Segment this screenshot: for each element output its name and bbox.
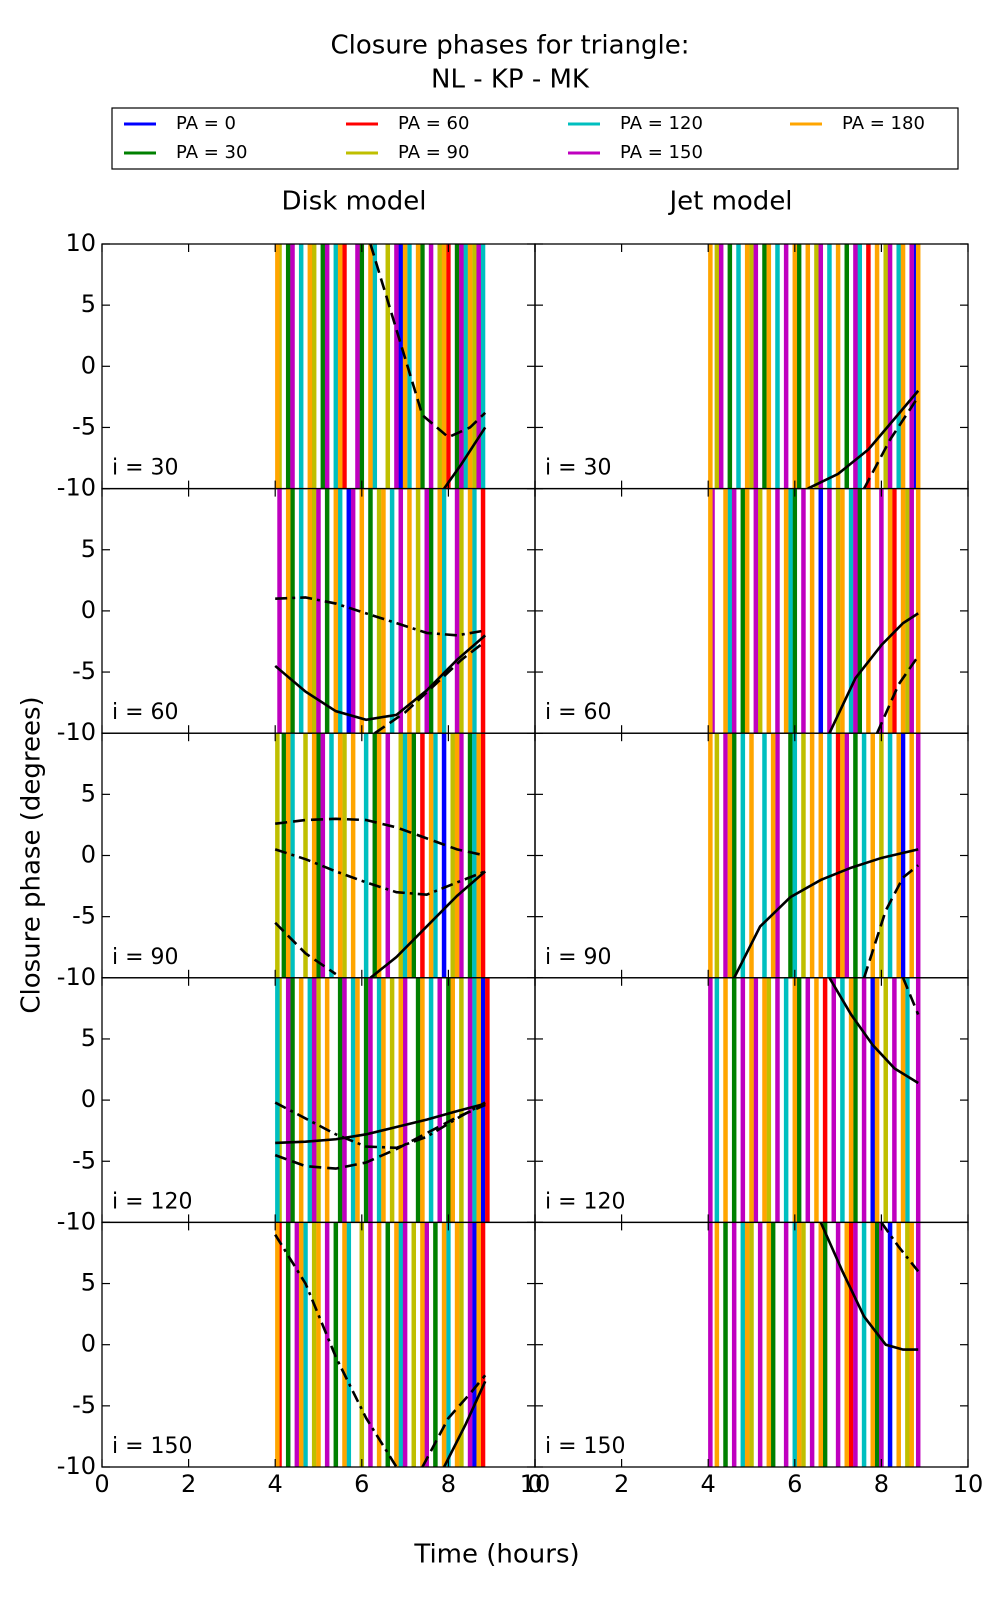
y-tick-label: 0 — [81, 1330, 96, 1358]
y-tick-label: 0 — [81, 841, 96, 869]
y-tick-label: 5 — [81, 535, 96, 563]
model-curve — [862, 864, 920, 978]
x-tick-label: 8 — [441, 1470, 456, 1498]
model-curve — [274, 1101, 486, 1150]
panel-label: i = 30 — [545, 456, 612, 481]
panel-label: i = 150 — [545, 1434, 626, 1459]
y-tick-label: -5 — [72, 1146, 96, 1174]
y-tick-label: -10 — [57, 1207, 96, 1235]
y-tick-label: -5 — [72, 902, 96, 930]
chart-title: NL - KP - MK — [431, 65, 590, 95]
panel-label: i = 120 — [112, 1189, 193, 1214]
chart-title: Closure phases for triangle: — [331, 31, 690, 61]
y-tick-label: 10 — [65, 229, 96, 257]
model-curve — [819, 1222, 919, 1351]
model-curve — [421, 1374, 487, 1468]
model-curve — [733, 848, 919, 978]
y-tick-label: -10 — [57, 963, 96, 991]
y-tick-label: 5 — [81, 290, 96, 318]
model-curve — [374, 640, 486, 734]
y-tick-label: -5 — [72, 412, 96, 440]
x-tick-label: 6 — [354, 1470, 369, 1498]
model-curve — [369, 244, 487, 439]
legend-label: PA = 30 — [176, 142, 247, 163]
panel — [275, 244, 487, 489]
panel — [708, 977, 921, 1223]
model-curve — [369, 870, 487, 978]
model-curve — [443, 426, 487, 489]
column-title: Jet model — [667, 187, 792, 217]
panel-label: i = 60 — [112, 700, 179, 725]
model-curve — [828, 612, 919, 734]
y-tick-label: -5 — [72, 1391, 96, 1419]
y-tick-label: 0 — [81, 351, 96, 379]
x-tick-label: 0 — [94, 1470, 109, 1498]
y-tick-label: 0 — [81, 596, 96, 624]
x-tick-label: 8 — [874, 1470, 889, 1498]
panel — [708, 733, 921, 978]
y-tick-label: -10 — [57, 718, 96, 746]
x-tick-label: 4 — [268, 1470, 283, 1498]
legend-label: PA = 0 — [176, 113, 236, 134]
model-curve — [828, 977, 919, 1085]
x-tick-label: 2 — [181, 1470, 196, 1498]
model-curve — [274, 634, 487, 722]
panel-label: i = 150 — [112, 1434, 193, 1459]
model-curve — [862, 396, 920, 489]
model-curve — [274, 921, 337, 976]
model-curve — [275, 596, 486, 637]
panel — [274, 488, 487, 734]
panel-label: i = 30 — [112, 456, 179, 481]
y-tick-label: -5 — [72, 657, 96, 685]
x-tick-label: 0 — [527, 1470, 542, 1498]
model-curve — [875, 655, 920, 734]
panel-label: i = 120 — [545, 1189, 626, 1214]
legend-label: PA = 120 — [620, 113, 703, 134]
panel — [708, 488, 921, 734]
legend-label: PA = 150 — [620, 142, 703, 163]
y-axis-label: Closure phase (degrees) — [17, 696, 47, 1013]
panel-label: i = 60 — [545, 700, 612, 725]
y-tick-label: -10 — [57, 474, 96, 502]
y-tick-label: 5 — [81, 1024, 96, 1052]
x-tick-label: 4 — [701, 1470, 716, 1498]
model-curve — [807, 389, 920, 489]
legend-label: PA = 60 — [398, 113, 469, 134]
x-axis-label: Time (hours) — [413, 1540, 579, 1570]
panel-label: i = 90 — [112, 945, 179, 970]
x-tick-label: 10 — [953, 1470, 984, 1498]
model-curve — [275, 1102, 486, 1145]
x-tick-label: 6 — [787, 1470, 802, 1498]
model-curve — [901, 977, 920, 1015]
panel — [274, 733, 487, 978]
panel — [708, 1222, 921, 1467]
legend-label: PA = 90 — [398, 142, 469, 163]
y-tick-label: 0 — [81, 1085, 96, 1113]
panel — [274, 977, 490, 1223]
y-tick-label: 5 — [81, 1269, 96, 1297]
column-title: Disk model — [281, 187, 426, 217]
y-tick-label: 5 — [81, 779, 96, 807]
legend-box — [111, 107, 959, 170]
x-tick-label: 2 — [614, 1470, 629, 1498]
model-curve — [274, 1103, 486, 1170]
y-tick-label: -10 — [57, 1452, 96, 1480]
model-curve — [274, 848, 486, 896]
x-tick-label: 10 — [520, 1470, 551, 1498]
model-curve — [275, 817, 486, 857]
model-curve — [880, 1222, 920, 1273]
panel — [274, 1222, 487, 1468]
panel-label: i = 90 — [545, 945, 612, 970]
legend-label: PA = 180 — [842, 113, 925, 134]
model-curve — [442, 1380, 487, 1468]
panel — [708, 244, 921, 489]
